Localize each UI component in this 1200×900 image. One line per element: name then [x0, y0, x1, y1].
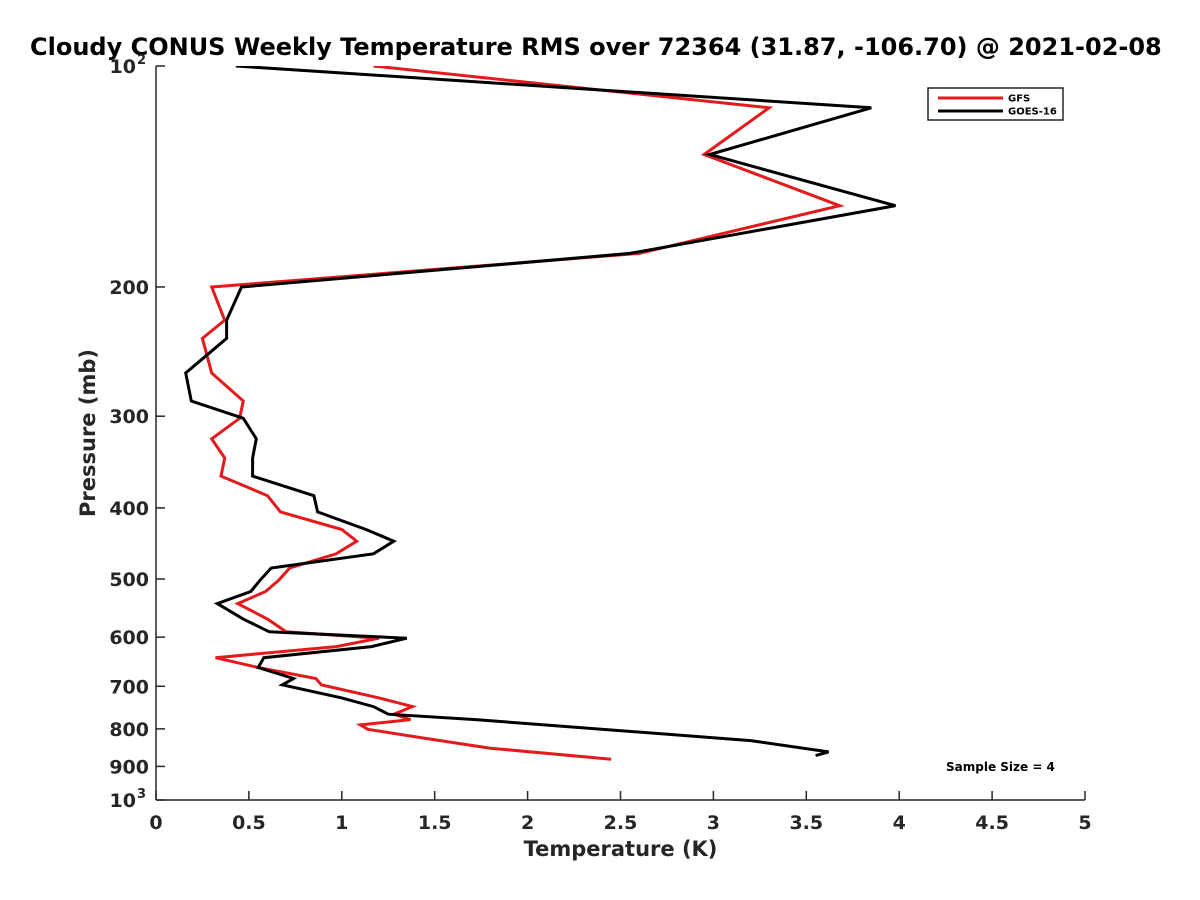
y-tick-label: 10	[110, 56, 136, 78]
chart-title: Cloudy CONUS Weekly Temperature RMS over…	[30, 33, 1162, 61]
series-layer	[184, 66, 896, 761]
legend-label: GFS	[1008, 94, 1030, 105]
series-line-goes-16	[184, 66, 896, 758]
series-line-gfs	[200, 66, 845, 761]
legend-box	[927, 87, 1064, 121]
x-tick-label: 0	[149, 812, 162, 834]
y-tick-exponent: 3	[137, 787, 146, 802]
y-tick-label: 700	[109, 676, 149, 698]
legend-label: GOES-16	[1008, 107, 1057, 118]
x-axis-ticks: 0 0.5 1 1.5 2 2.5 3 3.5 4 4.5 5	[149, 791, 1092, 834]
y-tick-label: 10	[110, 790, 136, 812]
x-tick-label: 4	[893, 812, 906, 834]
y-tick-label: 800	[109, 719, 149, 741]
y-tick-exponent: 2	[137, 53, 146, 68]
x-tick-label: 0.5	[232, 812, 266, 834]
y-tick-label: 400	[109, 498, 149, 520]
x-tick-label: 1	[335, 812, 348, 834]
axes	[155, 66, 1085, 801]
y-axis-label: Pressure (mb)	[76, 349, 100, 517]
y-tick-label: 900	[109, 756, 149, 778]
x-tick-label: 4.5	[975, 812, 1009, 834]
x-tick-label: 1.5	[418, 812, 452, 834]
legend: GFS GOES-16	[927, 87, 1064, 121]
y-tick-label: 200	[109, 277, 149, 299]
x-tick-label: 3.5	[789, 812, 823, 834]
x-axis-label: Temperature (K)	[524, 837, 718, 861]
x-tick-label: 2	[521, 812, 534, 834]
x-tick-label: 3	[707, 812, 720, 834]
y-tick-label: 600	[109, 627, 149, 649]
sample-size-annotation: Sample Size = 4	[946, 760, 1055, 774]
y-tick-label: 500	[109, 569, 149, 591]
y-tick-label: 300	[109, 406, 149, 428]
x-tick-label: 5	[1078, 812, 1091, 834]
x-tick-label: 2.5	[604, 812, 638, 834]
